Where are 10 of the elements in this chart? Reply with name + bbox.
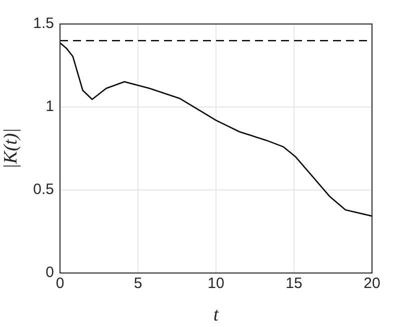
x-axis-title: t bbox=[213, 304, 220, 326]
y-tick-label: 0 bbox=[46, 264, 54, 282]
x-tick-label: 15 bbox=[286, 275, 302, 292]
y-tick-label: 1 bbox=[46, 98, 54, 116]
x-tick-label: 10 bbox=[208, 275, 224, 292]
y-tick-label: 0.5 bbox=[33, 181, 54, 198]
y-tick-label: 1.5 bbox=[33, 15, 54, 32]
x-tick-label: 20 bbox=[364, 275, 380, 292]
x-tick-label: 5 bbox=[134, 275, 142, 292]
y-axis-title: |K(t)| bbox=[0, 128, 22, 170]
